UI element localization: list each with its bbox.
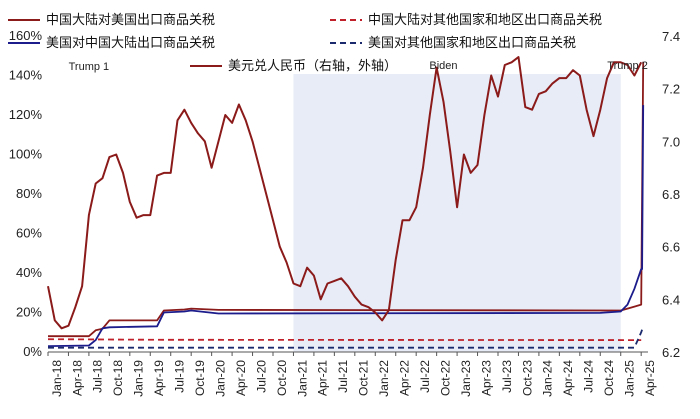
legend-label: 美国对中国大陆出口商品关税 [46,35,215,51]
y-right-tick-label: 6.2 [662,345,680,360]
series-line-1 [47,105,645,347]
legend-label: 美元兑人民币（右轴，外轴） [228,59,397,74]
x-tick-label: Jan-20 [213,360,227,397]
y-left-tick-label: 160% [9,28,43,43]
x-tick-label: Apr-25 [643,360,657,396]
x-tick-label: Jul-21 [336,360,350,393]
x-tick-label: Oct-18 [111,360,125,396]
x-tick-label: Apr-23 [479,360,493,396]
legend-label: 中国大陆对美国出口商品关税 [46,12,215,28]
x-tick-label: Jan-18 [50,360,64,397]
x-tick-label: Apr-22 [398,360,412,396]
x-tick-label: Oct-19 [193,360,207,396]
y-right-tick-label: 6.6 [662,240,680,255]
series-line-4 [47,56,643,330]
x-tick-label: Jul-22 [418,360,432,393]
y-left-tick-label: 20% [16,305,42,320]
series-line-3 [48,326,645,349]
x-tick-label: Apr-21 [316,360,330,396]
period-annotation: Trump 1 [69,61,110,73]
y-right-tick-label: 6.8 [662,187,680,202]
x-tick-label: Apr-18 [70,360,84,396]
x-tick-label: Jan-23 [459,360,473,397]
x-tick-label: Jan-22 [377,360,391,397]
y-left-tick-label: 80% [16,186,42,201]
shaded-period [293,74,621,352]
x-tick-label: Oct-21 [357,360,371,396]
y-left-tick-label: 0% [23,344,42,359]
legend-label: 美国对其他国家和地区出口商品关税 [368,35,576,51]
x-tick-label: Jan-19 [132,360,146,397]
x-tick-label: Jan-24 [541,360,555,397]
y-right-tick-label: 6.4 [662,292,680,307]
x-tick-label: Jul-18 [91,360,105,393]
x-tick-label: Oct-22 [438,360,452,396]
x-tick-label: Apr-24 [561,360,575,396]
series-line-0 [48,61,645,338]
x-tick-label: Apr-20 [234,360,248,396]
x-tick-label: Oct-23 [520,360,534,396]
y-right-tick-label: 7.0 [662,134,680,149]
period-annotation: Biden [429,60,457,72]
x-tick-label: Oct-20 [275,360,289,396]
period-annotation: Trump 2 [607,60,648,72]
y-right-tick-label: 7.4 [662,29,680,44]
y-right-tick-label: 7.2 [662,82,680,97]
x-tick-label: Jul-19 [173,360,187,393]
y-left-tick-label: 60% [16,226,42,241]
x-tick-label: Jul-23 [500,360,514,393]
x-tick-label: Jan-21 [295,360,309,397]
y-left-tick-label: 100% [9,147,43,162]
x-tick-label: Jul-24 [582,360,596,393]
y-left-tick-label: 140% [9,68,43,83]
x-tick-label: Apr-19 [152,360,166,396]
series-line-2 [47,338,642,342]
x-tick-label: Jul-20 [254,360,268,393]
legend-label: 中国大陆对其他国家和地区出口商品关税 [368,12,602,28]
y-left-tick-label: 40% [16,265,42,280]
x-tick-label: Oct-24 [602,360,616,396]
y-left-tick-label: 120% [9,107,43,122]
x-tick-label: Jan-25 [623,360,637,397]
